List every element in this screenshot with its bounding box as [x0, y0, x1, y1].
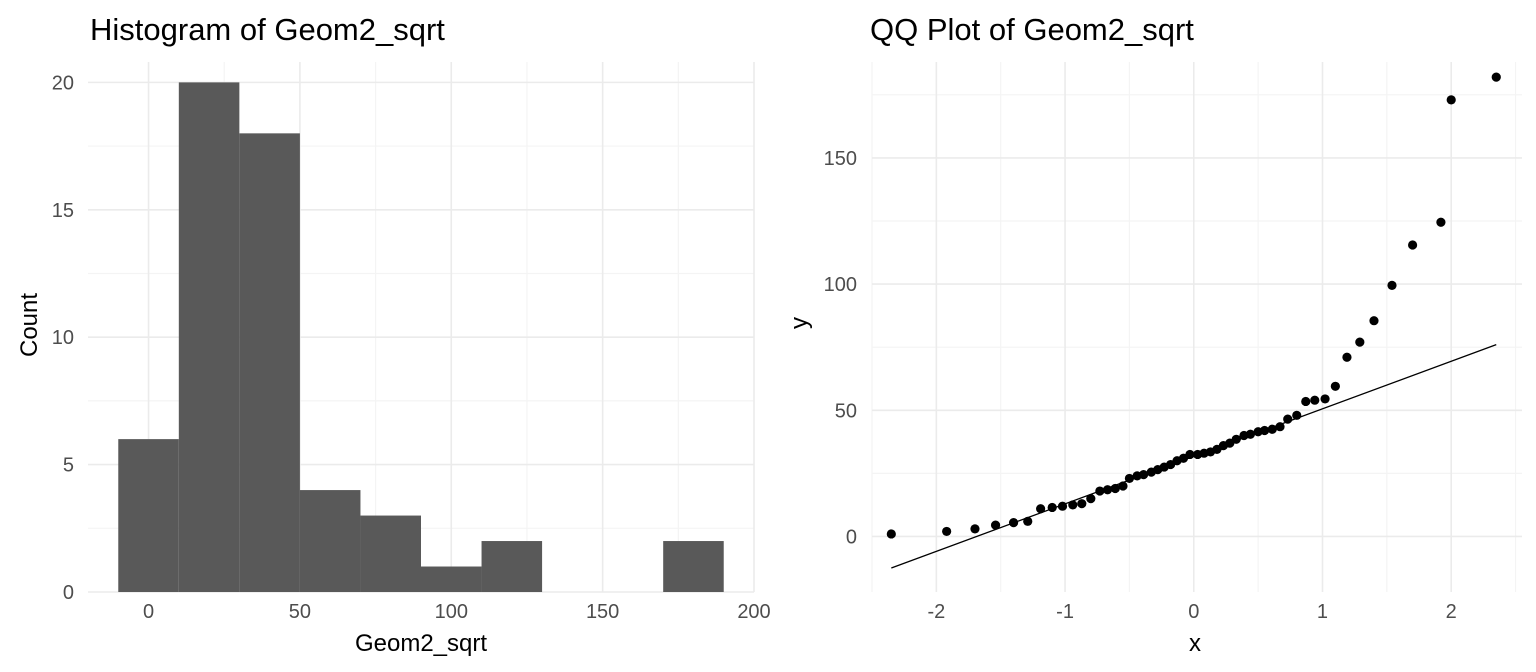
hist-x-tick-label: 200	[737, 601, 770, 623]
hist-x-tick-label: 100	[435, 601, 468, 623]
histogram-bar	[481, 541, 543, 592]
histogram-bar	[239, 133, 300, 592]
histogram-bar	[663, 541, 724, 592]
histogram-y-tick-labels: 0 5 10 15 20	[52, 72, 74, 604]
qq-point	[1267, 424, 1277, 434]
qq-y-tick-label: 150	[824, 148, 857, 170]
qq-y-axis-title: y	[786, 317, 813, 329]
histogram-x-axis-title: Geom2_sqrt	[355, 630, 487, 657]
qq-point	[1110, 483, 1120, 494]
qq-point	[1355, 337, 1365, 347]
qq-y-tick-label: 50	[835, 400, 857, 422]
qq-points	[886, 72, 1501, 539]
qq-point	[1292, 410, 1302, 420]
qq-point	[1057, 501, 1068, 511]
histogram-panel: Histogram of Geom2_sqrt 0 50 100 150 200 0 5 1…	[16, 12, 771, 657]
qq-x-axis-title: x	[1189, 630, 1201, 657]
qq-y-tick-labels: 0 50 100 150	[824, 148, 857, 549]
qq-point	[1095, 486, 1105, 496]
histogram-y-axis-title: Count	[16, 293, 43, 357]
histogram-bar	[178, 82, 240, 592]
qq-point	[1259, 425, 1270, 436]
qq-x-tick-label: 2	[1446, 601, 1457, 623]
histogram-bars	[118, 82, 724, 592]
qq-x-tick-label: 1	[1317, 601, 1328, 623]
qq-point	[1077, 499, 1087, 509]
qq-plot-gridlines	[871, 62, 1522, 592]
histogram-x-tick-labels: 0 50 100 150 200	[143, 601, 771, 623]
qq-point	[1407, 240, 1418, 250]
qq-point	[1068, 500, 1078, 510]
qq-plot-title: QQ Plot of Geom2_sqrt	[870, 12, 1194, 47]
qq-point	[1491, 72, 1501, 82]
hist-x-tick-label: 0	[143, 601, 154, 623]
qq-point	[1124, 473, 1135, 484]
qq-point	[1387, 280, 1397, 290]
qq-point	[970, 524, 980, 534]
qq-point	[1138, 470, 1149, 480]
qq-point	[1301, 396, 1311, 407]
qq-point	[1102, 485, 1113, 495]
hist-y-tick-label: 5	[63, 455, 74, 477]
qq-y-tick-label: 100	[824, 274, 857, 296]
qq-point	[1283, 414, 1293, 424]
qq-point	[1086, 494, 1096, 504]
qq-point	[1330, 381, 1340, 391]
hist-y-tick-label: 0	[63, 582, 74, 604]
hist-x-tick-label: 50	[289, 601, 311, 623]
histogram-bar	[421, 566, 482, 592]
qq-point	[942, 526, 952, 537]
hist-y-tick-label: 20	[52, 72, 74, 94]
qq-point	[1036, 504, 1046, 514]
hist-y-tick-label: 10	[52, 327, 74, 349]
qq-point	[1275, 422, 1285, 432]
qq-x-tick-label: -2	[927, 601, 945, 623]
hist-x-tick-label: 150	[586, 601, 619, 623]
qq-point	[1185, 449, 1195, 460]
qq-x-tick-label: -1	[1056, 601, 1074, 623]
qq-point	[1231, 434, 1241, 444]
hist-y-tick-label: 15	[52, 200, 74, 222]
qq-plot-panel: QQ Plot of Geom2_sqrt -2 -1 0 1 2 050100150 …	[786, 12, 1522, 657]
qq-point	[1342, 352, 1352, 362]
qq-point	[1310, 395, 1320, 405]
histogram-bar	[360, 515, 421, 592]
qq-point	[1023, 516, 1033, 526]
qq-point	[1245, 429, 1256, 439]
qq-point	[1008, 517, 1019, 528]
qq-point	[1369, 316, 1379, 326]
qq-x-tick-labels: -2 -1 0 1 2	[927, 601, 1456, 623]
histogram-bar	[118, 439, 179, 592]
qq-y-tick-label: 0	[846, 526, 857, 548]
histogram-bar	[299, 490, 361, 592]
qq-point	[1047, 502, 1057, 513]
qq-point	[1436, 217, 1446, 227]
qq-point	[886, 529, 896, 539]
qq-point	[1320, 394, 1330, 404]
histogram-title: Histogram of Geom2_sqrt	[90, 12, 445, 47]
qq-x-tick-label: 0	[1188, 601, 1199, 623]
qq-point	[1446, 95, 1456, 105]
qq-point	[1118, 481, 1128, 491]
qq-point	[990, 520, 1001, 530]
